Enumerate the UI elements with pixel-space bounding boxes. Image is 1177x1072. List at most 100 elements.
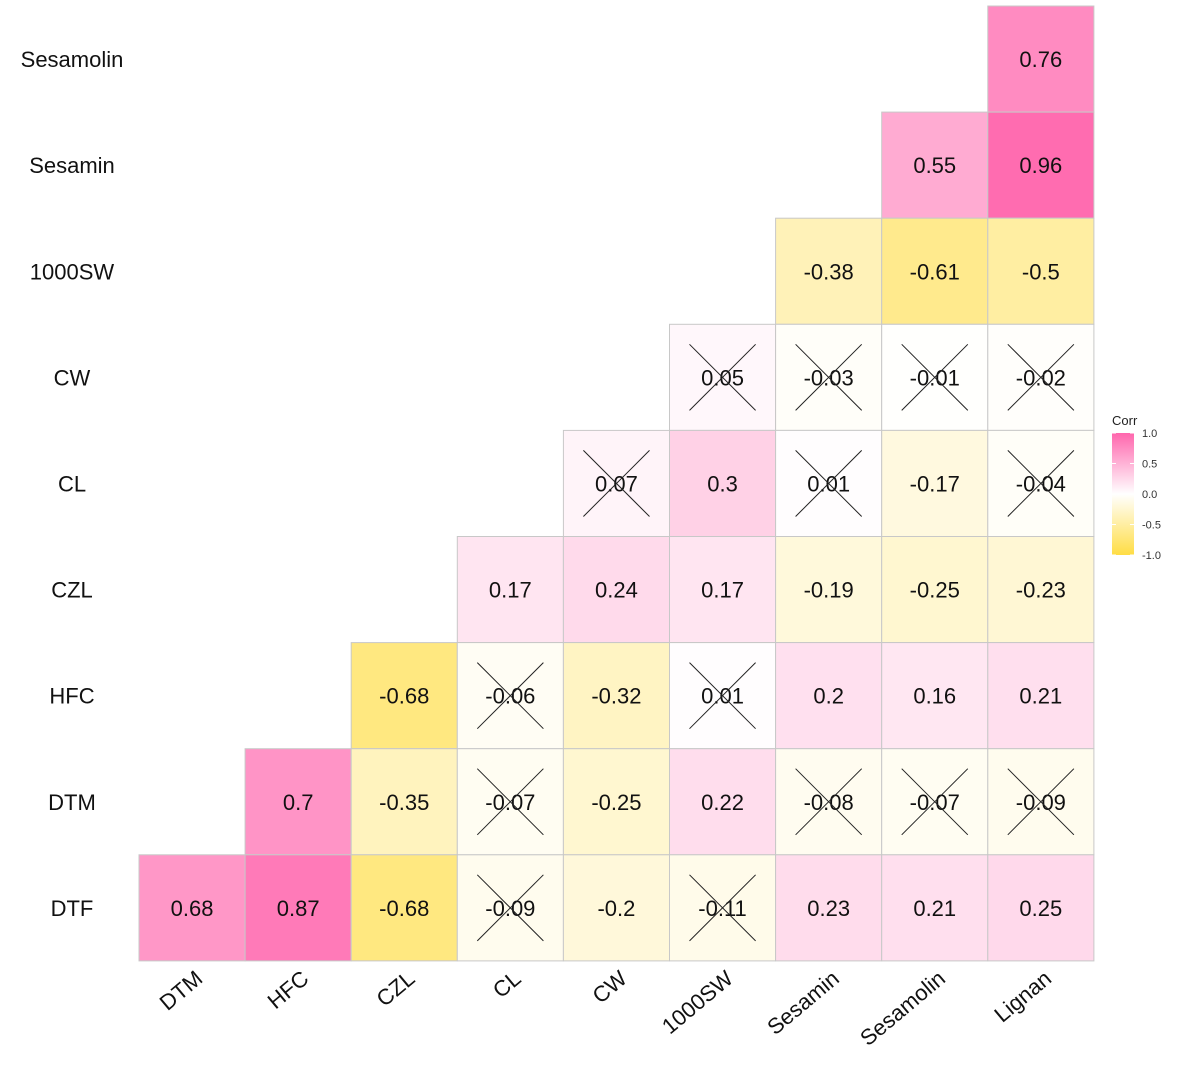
legend-title: Corr <box>1112 413 1138 428</box>
heatmap-cell: -0.07 <box>456 748 564 856</box>
heatmap-cell: -0.32 <box>562 642 671 750</box>
heatmap-cell: -0.2 <box>562 854 671 962</box>
cell-value-label: 0.24 <box>595 578 638 603</box>
legend-tick-label: -1.0 <box>1142 550 1161 562</box>
heatmap-cell: 0.21 <box>987 642 1095 750</box>
heatmap-cell: -0.17 <box>881 429 989 537</box>
heatmap-cell: 0.16 <box>881 642 989 750</box>
heatmap-cell: 0.22 <box>669 748 777 856</box>
legend-tick-label: 0.0 <box>1142 489 1157 501</box>
cell-value-label: -0.61 <box>910 259 960 284</box>
heatmap-cell: -0.09 <box>987 748 1095 856</box>
non-significant-cross-line <box>689 874 756 942</box>
cell-rect <box>881 217 989 325</box>
cell-value-label: -0.5 <box>1022 259 1060 284</box>
cell-rect <box>987 5 1095 113</box>
cell-value-label: 0.23 <box>807 896 850 921</box>
cell-value-label: -0.35 <box>379 790 429 815</box>
heatmap-cell: 0.68 <box>138 854 246 962</box>
y-tick-label: CW <box>54 365 91 390</box>
cell-rect <box>350 642 458 750</box>
heatmap-cell: 0.21 <box>881 854 989 962</box>
cell-value-label: 0.68 <box>171 896 214 921</box>
heatmap-cell: -0.01 <box>881 323 989 431</box>
cell-rect <box>775 642 883 750</box>
heatmap-cell: -0.04 <box>987 429 1095 537</box>
y-tick-label: 1000SW <box>30 259 115 284</box>
cell-value-label: -0.19 <box>804 578 854 603</box>
cell-rect <box>881 642 989 750</box>
cell-value-label: -0.38 <box>804 259 854 284</box>
cell-value-label: 0.2 <box>813 684 844 709</box>
x-tick-label: CW <box>588 965 632 1008</box>
cell-value-label: 0.25 <box>1019 896 1062 921</box>
x-tick-label: Lignan <box>989 966 1056 1028</box>
y-tick-label: HFC <box>49 684 94 709</box>
y-tick-label: CL <box>58 471 86 496</box>
non-significant-cross-line <box>689 662 756 730</box>
non-significant-cross-line <box>476 662 544 730</box>
non-significant-cross-line <box>795 450 863 517</box>
cell-rect <box>456 536 564 644</box>
heatmap-cell: -0.38 <box>775 217 883 325</box>
y-axis-labels: Sesamolin Sesamin 1000SW CW CL CZL HFC DTM DTF <box>21 47 124 921</box>
cell-value-label: -0.2 <box>597 896 635 921</box>
cell-value-label: 0.3 <box>707 471 738 496</box>
cell-rect <box>244 748 352 856</box>
heatmap-cell: -0.09 <box>456 854 564 962</box>
cell-rect <box>987 217 1095 325</box>
heatmap-cell: 0.17 <box>669 536 777 644</box>
x-tick-label: DTM <box>155 966 208 1016</box>
cell-value-label: 0.87 <box>277 896 320 921</box>
cell-rect <box>562 642 671 750</box>
heatmap-cell: 0.17 <box>456 536 564 644</box>
heatmap-cell: -0.11 <box>669 854 777 962</box>
heatmap-cell: -0.25 <box>562 748 671 856</box>
cell-value-label: 0.21 <box>1019 684 1062 709</box>
heatmap-cell: 0.25 <box>987 854 1095 962</box>
cell-value-label: 0.96 <box>1019 153 1062 178</box>
heatmap-cell: -0.35 <box>350 748 458 856</box>
color-legend: Corr 1.0 0.5 0.0 -0.5 -1.0 <box>1112 413 1161 562</box>
non-significant-cross-line <box>901 768 969 836</box>
heatmap-cells: 0.76 0.55 0.96 -0.38 -0.61 -0.5 0.05-0.03-0.01… <box>138 5 1095 962</box>
heatmap-cell: -0.61 <box>881 217 989 325</box>
non-significant-cross-line <box>476 874 544 942</box>
cell-value-label: -0.25 <box>591 790 641 815</box>
cell-value-label: -0.23 <box>1016 578 1066 603</box>
heatmap-cell: 0.3 <box>669 429 777 537</box>
cell-value-label: 0.76 <box>1019 47 1062 72</box>
x-tick-label: 1000SW <box>657 965 738 1039</box>
cell-value-label: 0.17 <box>489 578 532 603</box>
heatmap-cell: -0.06 <box>456 642 564 750</box>
heatmap-cell: -0.08 <box>775 748 883 856</box>
heatmap-cell: 0.01 <box>775 429 883 537</box>
y-tick-label: Sesamolin <box>21 47 124 72</box>
heatmap-cell: 0.76 <box>987 5 1095 113</box>
x-tick-label: CL <box>488 966 526 1003</box>
cell-value-label: 0.16 <box>913 684 956 709</box>
cell-value-label: -0.68 <box>379 896 429 921</box>
y-tick-label: Sesamin <box>29 153 115 178</box>
cell-rect <box>987 111 1095 219</box>
non-significant-cross-line <box>1007 450 1075 517</box>
heatmap-cell: 0.05 <box>669 323 777 431</box>
cell-rect <box>244 854 352 962</box>
cell-value-label: 0.17 <box>701 578 744 603</box>
legend-tick-label: 0.5 <box>1142 459 1157 471</box>
cell-rect <box>775 217 883 325</box>
x-tick-label: HFC <box>263 966 314 1014</box>
cell-value-label: 0.55 <box>913 153 956 178</box>
non-significant-cross-line <box>476 768 544 836</box>
cell-rect <box>987 536 1095 644</box>
heatmap-cell: 0.07 <box>562 429 671 537</box>
cell-value-label: -0.25 <box>910 578 960 603</box>
cell-rect <box>669 642 777 750</box>
legend-tick-label: 1.0 <box>1142 428 1157 440</box>
cell-rect <box>669 536 777 644</box>
cell-rect <box>987 854 1095 962</box>
heatmap-cell: -0.02 <box>987 323 1095 431</box>
legend-tick-label: -0.5 <box>1142 520 1161 532</box>
heatmap-cell: 0.01 <box>669 642 777 750</box>
